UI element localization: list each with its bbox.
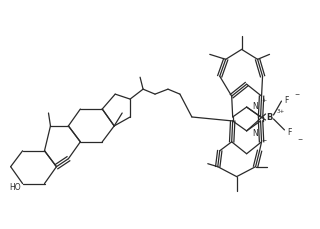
Text: −: −	[294, 91, 300, 96]
Text: +: +	[261, 97, 267, 102]
Text: F: F	[287, 128, 292, 137]
Text: B: B	[266, 113, 273, 122]
Text: −: −	[261, 137, 267, 142]
Text: F: F	[284, 95, 289, 104]
Text: N: N	[252, 129, 258, 138]
Text: 3+: 3+	[276, 108, 285, 113]
Text: HO: HO	[9, 182, 20, 191]
Text: −: −	[297, 136, 303, 141]
Text: N: N	[252, 101, 258, 110]
